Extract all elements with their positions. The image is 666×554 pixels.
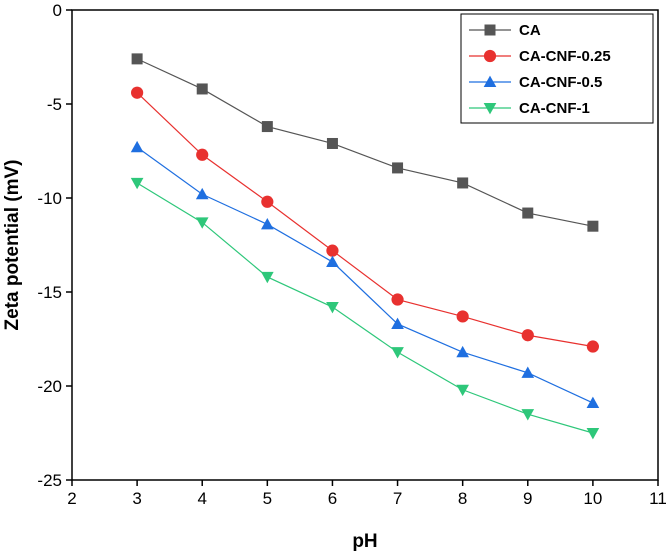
data-point bbox=[391, 347, 404, 359]
legend-marker bbox=[483, 49, 497, 63]
x-tick-label: 7 bbox=[393, 489, 402, 508]
legend-label: CA-CNF-0.25 bbox=[519, 48, 611, 65]
legend-label: CA-CNF-0.5 bbox=[519, 74, 602, 91]
data-point bbox=[130, 177, 144, 190]
data-point bbox=[131, 86, 144, 99]
y-axis-title: Zeta potential (mV) bbox=[2, 159, 23, 330]
x-tick-label: 3 bbox=[132, 489, 141, 508]
data-point bbox=[196, 148, 209, 161]
data-point bbox=[457, 177, 469, 189]
x-tick-label: 11 bbox=[649, 489, 666, 508]
x-tick-label: 4 bbox=[197, 489, 206, 508]
series-line bbox=[136, 92, 593, 348]
legend-item: CA-CNF-1 bbox=[469, 100, 590, 117]
legend-marker bbox=[484, 24, 496, 36]
data-point bbox=[130, 140, 144, 153]
data-point bbox=[196, 83, 208, 95]
data-point bbox=[521, 409, 535, 421]
axes: 2 3 4 5 6 7 8 9 10 11 0 -5 -10 -15 -20 -25 bbox=[37, 1, 666, 508]
series-ca-cnf-0.25 bbox=[131, 86, 599, 353]
y-tick-label: 0 bbox=[53, 1, 62, 20]
plot-frame bbox=[71, 9, 659, 481]
data-point bbox=[456, 345, 469, 358]
data-point bbox=[587, 220, 599, 232]
x-tick-label: 6 bbox=[328, 489, 337, 508]
data-point bbox=[391, 293, 404, 306]
x-tick-label: 2 bbox=[67, 489, 76, 508]
legend-marker bbox=[483, 75, 497, 88]
x-tick-label: 5 bbox=[263, 489, 272, 508]
series-ca-cnf-0.5 bbox=[130, 140, 600, 408]
data-point bbox=[521, 329, 534, 342]
legend-item: CA-CNF-0.25 bbox=[469, 48, 611, 65]
x-tick-label: 8 bbox=[458, 489, 467, 508]
legend: CA CA-CNF-0.25 CA-CNF-0.5 CA-CNF-1 bbox=[460, 13, 654, 124]
legend-item: CA-CNF-0.5 bbox=[469, 74, 602, 91]
y-tick-label: -10 bbox=[37, 189, 62, 208]
series-ca-cnf-1 bbox=[130, 177, 600, 440]
legend-marker bbox=[483, 102, 497, 115]
y-tick-label: -5 bbox=[47, 95, 62, 114]
data-point bbox=[522, 207, 534, 219]
y-tick-label: -25 bbox=[37, 471, 62, 490]
x-axis-title: pH bbox=[352, 531, 377, 552]
data-point bbox=[392, 162, 404, 174]
data-point bbox=[586, 340, 599, 353]
x-tick-label: 10 bbox=[583, 489, 602, 508]
data-point bbox=[521, 366, 535, 378]
series-layer bbox=[130, 53, 600, 440]
data-point bbox=[456, 384, 469, 397]
data-point bbox=[326, 244, 339, 257]
x-tick-label: 9 bbox=[523, 489, 532, 508]
data-point bbox=[195, 217, 209, 229]
data-point bbox=[326, 301, 339, 314]
data-point bbox=[586, 396, 600, 408]
data-point bbox=[261, 217, 274, 230]
data-point bbox=[326, 137, 338, 149]
data-point bbox=[261, 271, 274, 284]
legend-label: CA bbox=[519, 22, 541, 39]
legend-label: CA-CNF-1 bbox=[519, 100, 590, 117]
y-tick-label: -20 bbox=[37, 377, 62, 396]
data-point bbox=[456, 310, 469, 323]
y-tick-label: -15 bbox=[37, 283, 62, 302]
data-point bbox=[261, 121, 273, 133]
data-point bbox=[586, 427, 600, 440]
series-ca bbox=[131, 53, 599, 232]
data-point bbox=[195, 187, 209, 200]
data-point bbox=[391, 317, 404, 330]
series-line bbox=[136, 182, 594, 434]
series-line bbox=[136, 58, 594, 227]
data-point bbox=[326, 255, 339, 267]
legend-item: CA bbox=[469, 22, 541, 39]
series-line bbox=[136, 146, 594, 404]
data-point bbox=[131, 53, 143, 65]
data-point bbox=[261, 195, 274, 208]
